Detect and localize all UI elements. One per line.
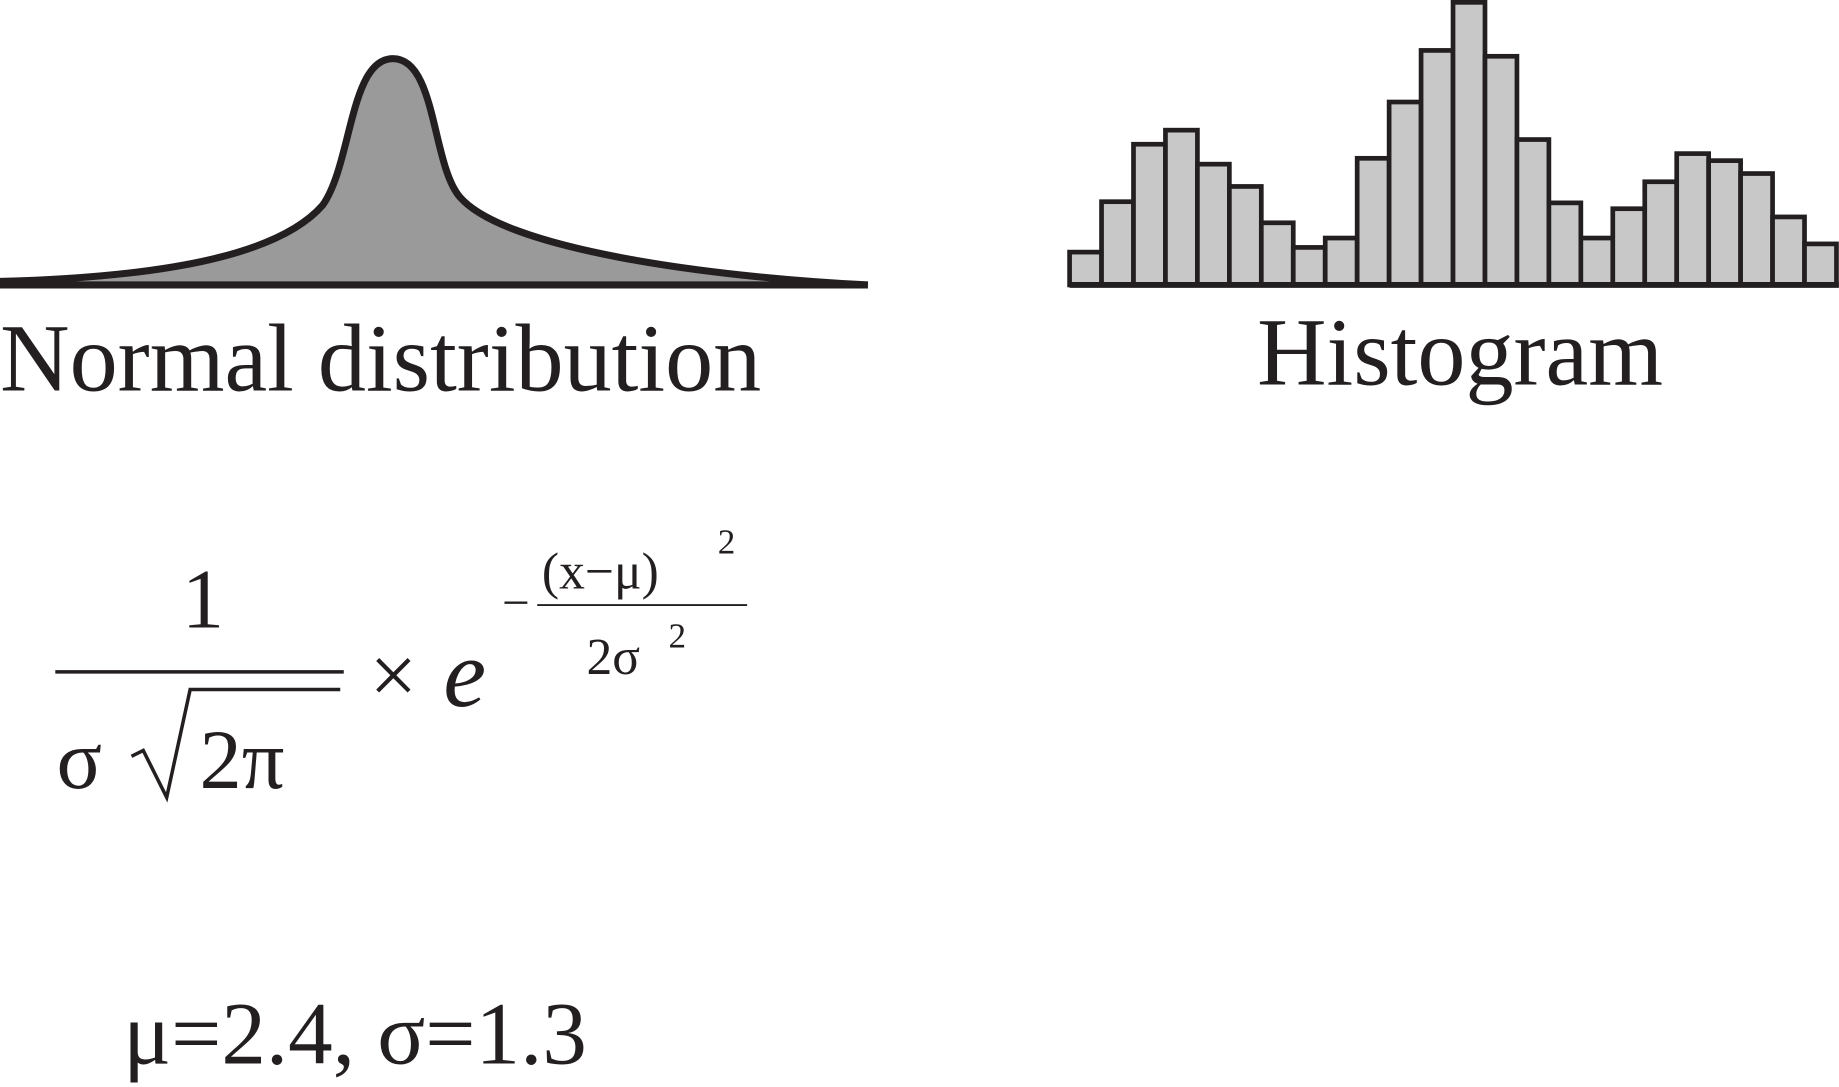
histogram-bar <box>1163 127 1200 288</box>
formula-numerator: 1 <box>182 553 224 646</box>
histogram-bar <box>1674 151 1712 288</box>
formula-base: e <box>443 620 486 727</box>
histogram-bar <box>1418 48 1456 288</box>
sqrt-sign <box>130 687 341 803</box>
histogram-bar <box>1546 200 1584 288</box>
histogram-bar <box>1706 158 1743 288</box>
histogram-bar <box>1482 53 1520 288</box>
formula-sigma: σ <box>56 714 102 807</box>
histogram-bar <box>1258 220 1296 288</box>
histogram-bar <box>1195 161 1232 288</box>
histogram-bar <box>1354 155 1392 288</box>
formula-radicand: 2π <box>200 714 285 807</box>
histogram-bar <box>1610 206 1648 288</box>
histogram-bar <box>1770 214 1807 288</box>
histogram-bar <box>1227 184 1264 288</box>
exponent-sign: − <box>502 575 530 630</box>
normal-label: Normal distribution <box>0 304 761 411</box>
exponent-denominator-power: 2 <box>669 616 687 655</box>
histogram-bar <box>1514 137 1552 288</box>
histogram-label: Histogram <box>1257 299 1663 406</box>
histogram-bar <box>1131 141 1168 288</box>
parameters: μ=2.4, σ=1.3 <box>123 986 587 1084</box>
histogram-bar <box>1322 235 1360 288</box>
exponent-numerator-power: 2 <box>718 522 736 561</box>
formula-times: × <box>370 630 418 723</box>
histogram-bar <box>1067 249 1104 288</box>
histogram-bar <box>1099 199 1136 288</box>
histogram-bar <box>1802 241 1839 288</box>
histogram-bar <box>1642 179 1680 288</box>
exponent-denominator: 2σ <box>586 629 640 686</box>
histogram-bar <box>1738 171 1775 288</box>
histogram-bar <box>1386 99 1424 288</box>
histogram-bar <box>1450 0 1488 288</box>
normal-curve <box>0 55 869 289</box>
exponent-numerator: (x−μ) <box>542 544 659 601</box>
histogram-bar <box>1578 235 1616 288</box>
histogram-bar <box>1290 245 1328 288</box>
histogram <box>1067 0 1839 288</box>
